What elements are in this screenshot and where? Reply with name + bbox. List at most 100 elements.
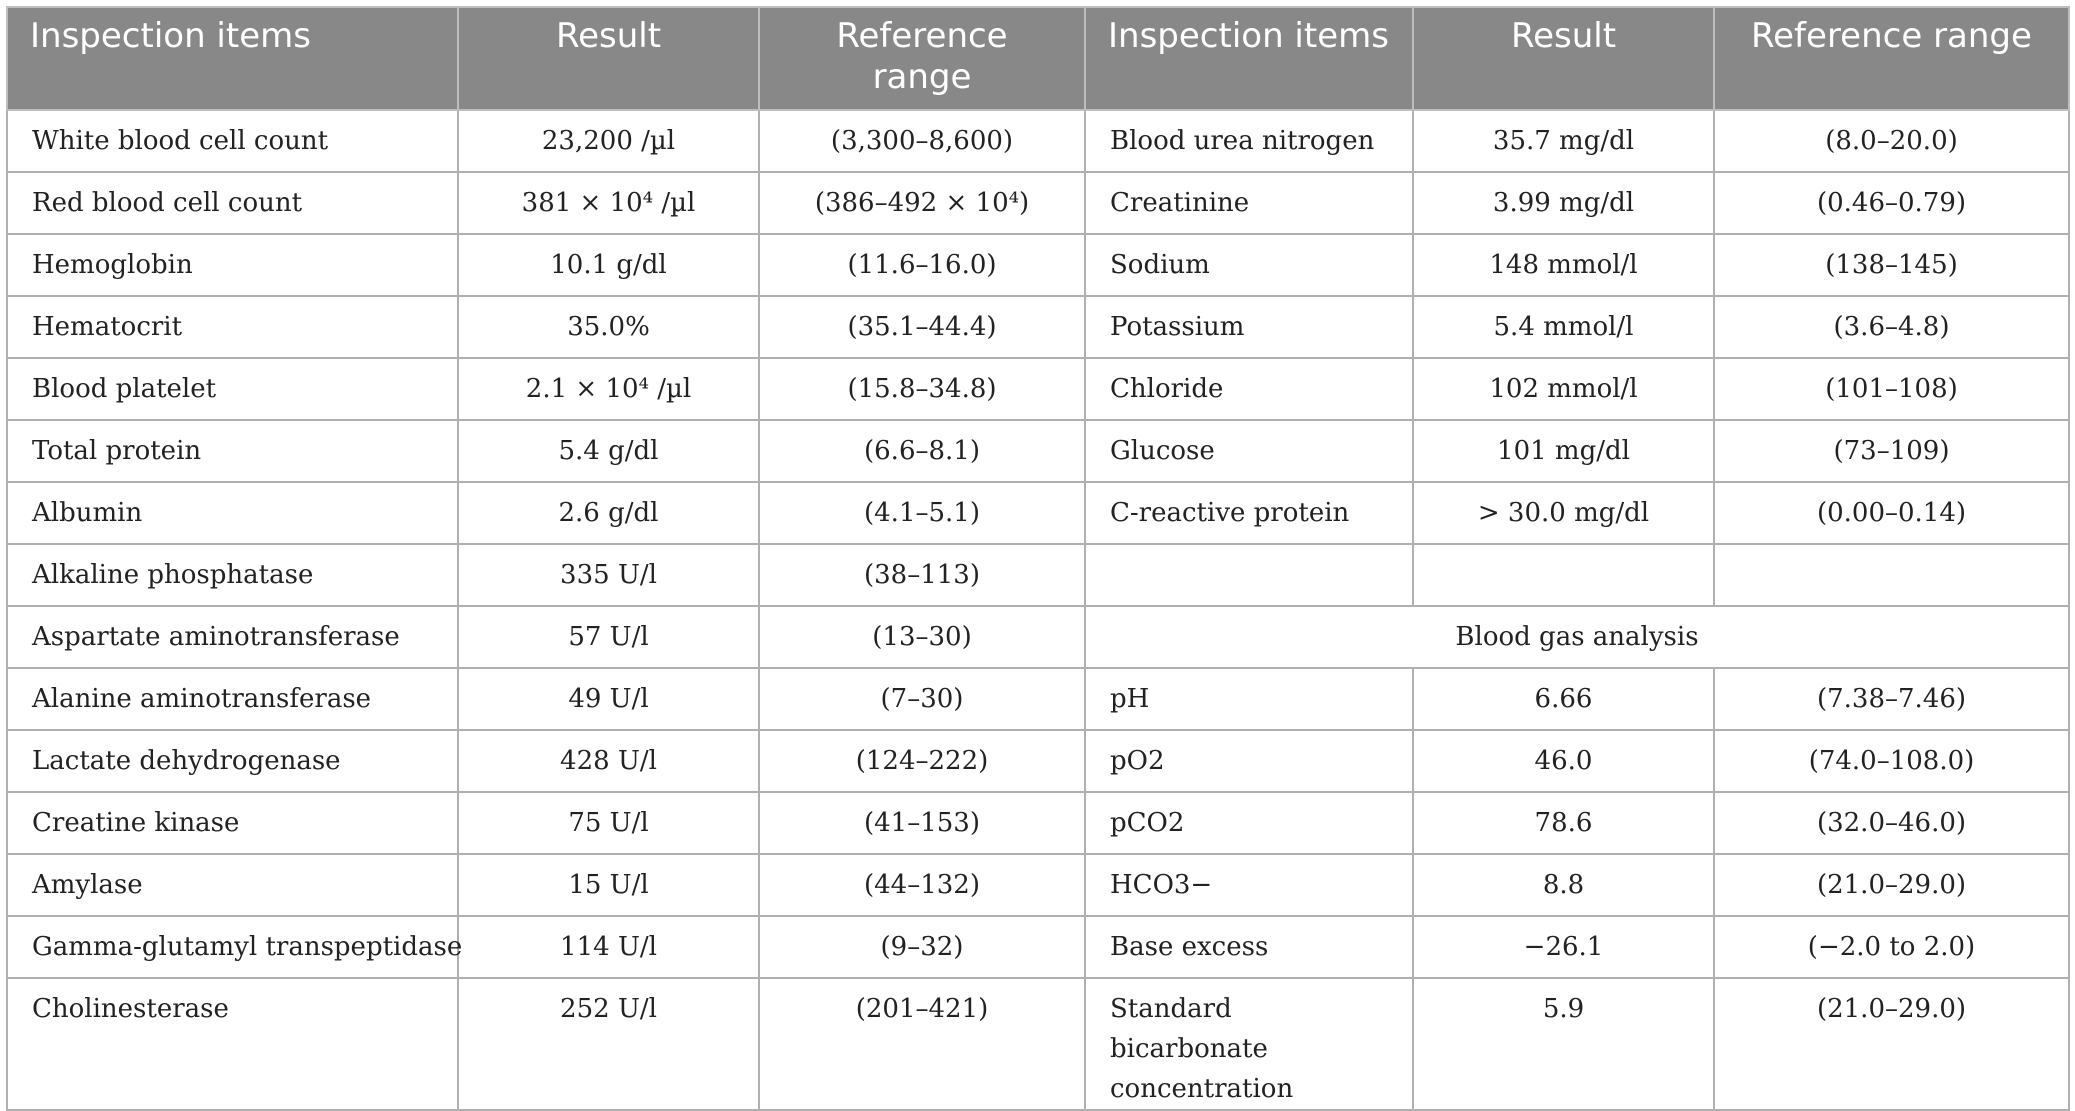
lab-results-table: Inspection items Result Reference range … xyxy=(6,6,2070,1111)
result-cell: 102 mmol/l xyxy=(1412,357,1715,421)
result-cell: −26.1 xyxy=(1412,915,1715,979)
reference-range-cell: (8.0–20.0) xyxy=(1713,109,2070,173)
result-cell: 428 U/l xyxy=(457,729,760,793)
reference-range-cell: (7–30) xyxy=(758,667,1086,731)
table-row: Alkaline phosphatase 335 U/l (38–113) xyxy=(6,543,2070,607)
result-cell: 381 × 10⁴ /µl xyxy=(457,171,760,235)
reference-range-cell: (74.0–108.0) xyxy=(1713,729,2070,793)
table-row: Aspartate aminotransferase 57 U/l (13–30… xyxy=(6,605,2070,669)
reference-range-cell: (3,300–8,600) xyxy=(758,109,1086,173)
inspection-item-cell: Cholinesterase xyxy=(6,977,459,1111)
result-cell: 78.6 xyxy=(1412,791,1715,855)
result-cell: 335 U/l xyxy=(457,543,760,607)
result-cell: 114 U/l xyxy=(457,915,760,979)
result-cell: 75 U/l xyxy=(457,791,760,855)
result-cell: > 30.0 mg/dl xyxy=(1412,481,1715,545)
inspection-item-cell: Blood platelet xyxy=(6,357,459,421)
inspection-item-cell: White blood cell count xyxy=(6,109,459,173)
reference-range-cell: (9–32) xyxy=(758,915,1086,979)
result-cell: 6.66 xyxy=(1412,667,1715,731)
table-row: Red blood cell count 381 × 10⁴ /µl (386–… xyxy=(6,171,2070,235)
reference-range-cell: (21.0–29.0) xyxy=(1713,853,2070,917)
reference-range-cell: (11.6–16.0) xyxy=(758,233,1086,297)
result-cell: 57 U/l xyxy=(457,605,760,669)
reference-range-cell: (32.0–46.0) xyxy=(1713,791,2070,855)
header-result-left: Result xyxy=(457,6,760,111)
reference-range-cell: (−2.0 to 2.0) xyxy=(1713,915,2070,979)
table-row: Alanine aminotransferase 49 U/l (7–30) p… xyxy=(6,667,2070,731)
reference-range-cell: (41–153) xyxy=(758,791,1086,855)
reference-range-cell: (386–492 × 10⁴) xyxy=(758,171,1086,235)
result-cell: 5.4 g/dl xyxy=(457,419,760,483)
inspection-item-cell: Standard bicarbonate concentration xyxy=(1084,977,1414,1111)
reference-range-cell: (7.38–7.46) xyxy=(1713,667,2070,731)
reference-range-cell: (0.00–0.14) xyxy=(1713,481,2070,545)
result-cell: 252 U/l xyxy=(457,977,760,1111)
header-result-right: Result xyxy=(1412,6,1715,111)
reference-range-cell: (124–222) xyxy=(758,729,1086,793)
inspection-item-cell: Total protein xyxy=(6,419,459,483)
table-row: Blood platelet 2.1 × 10⁴ /µl (15.8–34.8)… xyxy=(6,357,2070,421)
blood-gas-analysis-heading: Blood gas analysis xyxy=(1084,605,2070,669)
table-row: White blood cell count 23,200 /µl (3,300… xyxy=(6,109,2070,173)
inspection-item-cell: pCO2 xyxy=(1084,791,1414,855)
inspection-item-cell: Hemoglobin xyxy=(6,233,459,297)
reference-range-cell: (15.8–34.8) xyxy=(758,357,1086,421)
result-cell: 2.6 g/dl xyxy=(457,481,760,545)
inspection-item-cell: Amylase xyxy=(6,853,459,917)
result-cell: 46.0 xyxy=(1412,729,1715,793)
reference-range-cell: (101–108) xyxy=(1713,357,2070,421)
table-row: Cholinesterase 252 U/l (201–421) Standar… xyxy=(6,977,2070,1111)
inspection-item-cell: pH xyxy=(1084,667,1414,731)
empty-cell xyxy=(1412,543,1715,607)
inspection-item-cell: Red blood cell count xyxy=(6,171,459,235)
inspection-item-cell: Blood urea nitrogen xyxy=(1084,109,1414,173)
reference-range-cell: (201–421) xyxy=(758,977,1086,1111)
result-cell: 2.1 × 10⁴ /µl xyxy=(457,357,760,421)
result-cell: 35.0% xyxy=(457,295,760,359)
table-row: Total protein 5.4 g/dl (6.6–8.1) Glucose… xyxy=(6,419,2070,483)
inspection-item-cell: Lactate dehydrogenase xyxy=(6,729,459,793)
inspection-item-cell: Sodium xyxy=(1084,233,1414,297)
result-cell: 23,200 /µl xyxy=(457,109,760,173)
inspection-item-cell: Gamma-glutamyl transpeptidase xyxy=(6,915,462,979)
empty-cell xyxy=(1713,543,2070,607)
result-cell: 35.7 mg/dl xyxy=(1412,109,1715,173)
result-cell: 8.8 xyxy=(1412,853,1715,917)
reference-range-cell: (38–113) xyxy=(758,543,1086,607)
header-inspection-items-right: Inspection items xyxy=(1084,6,1414,111)
reference-range-cell: (6.6–8.1) xyxy=(758,419,1086,483)
header-reference-range-left: Reference range xyxy=(758,6,1086,111)
reference-range-cell: (21.0–29.0) xyxy=(1713,977,2070,1111)
result-cell: 148 mmol/l xyxy=(1412,233,1715,297)
reference-range-cell: (44–132) xyxy=(758,853,1086,917)
inspection-item-cell: Aspartate aminotransferase xyxy=(6,605,459,669)
header-inspection-items-left: Inspection items xyxy=(6,6,459,111)
table-row: Hemoglobin 10.1 g/dl (11.6–16.0) Sodium … xyxy=(6,233,2070,297)
reference-range-cell: (35.1–44.4) xyxy=(758,295,1086,359)
inspection-item-cell: pO2 xyxy=(1084,729,1414,793)
header-reference-range-right: Reference range xyxy=(1713,6,2070,111)
result-cell: 15 U/l xyxy=(457,853,760,917)
table-row: Creatine kinase 75 U/l (41–153) pCO2 78.… xyxy=(6,791,2070,855)
result-cell: 3.99 mg/dl xyxy=(1412,171,1715,235)
inspection-item-cell: Chloride xyxy=(1084,357,1414,421)
header-row: Inspection items Result Reference range … xyxy=(6,6,2070,111)
inspection-item-cell: Creatinine xyxy=(1084,171,1414,235)
table-row: Lactate dehydrogenase 428 U/l (124–222) … xyxy=(6,729,2070,793)
result-cell: 49 U/l xyxy=(457,667,760,731)
table-row: Amylase 15 U/l (44–132) HCO3− 8.8 (21.0–… xyxy=(6,853,2070,917)
inspection-item-cell: Base excess xyxy=(1084,915,1414,979)
reference-range-cell: (13–30) xyxy=(758,605,1086,669)
empty-cell xyxy=(1084,543,1414,607)
result-cell: 5.9 xyxy=(1412,977,1715,1111)
inspection-item-cell: Alanine aminotransferase xyxy=(6,667,459,731)
reference-range-cell: (0.46–0.79) xyxy=(1713,171,2070,235)
inspection-item-cell: Alkaline phosphatase xyxy=(6,543,459,607)
result-cell: 10.1 g/dl xyxy=(457,233,760,297)
result-cell: 5.4 mmol/l xyxy=(1412,295,1715,359)
inspection-item-cell: HCO3− xyxy=(1084,853,1414,917)
reference-range-cell: (73–109) xyxy=(1713,419,2070,483)
inspection-item-cell: Albumin xyxy=(6,481,459,545)
table-row: Albumin 2.6 g/dl (4.1–5.1) C-reactive pr… xyxy=(6,481,2070,545)
